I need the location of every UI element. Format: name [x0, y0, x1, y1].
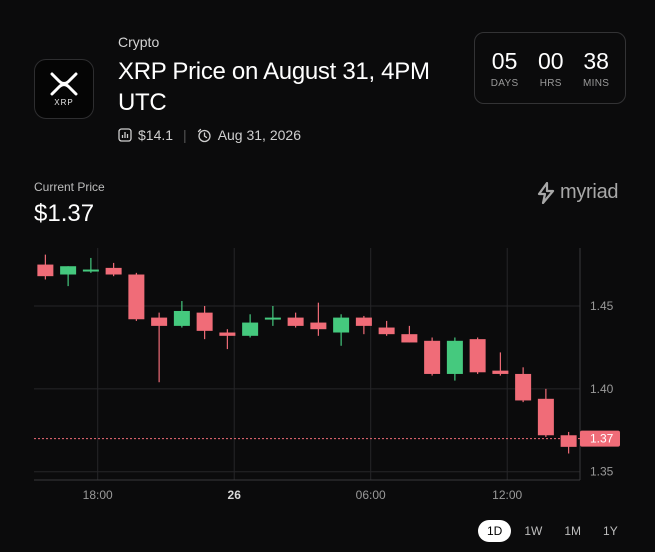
- countdown-days-label: DAYS: [490, 77, 519, 89]
- countdown-mins: 38 MINS: [583, 48, 609, 89]
- candle-body: [537, 398, 554, 436]
- candle-body: [469, 339, 486, 373]
- countdown-mins-value: 38: [583, 47, 609, 74]
- range-1y-button[interactable]: 1Y: [603, 524, 618, 538]
- xrp-logo: XRP: [34, 59, 94, 119]
- x-tick-label: 12:00: [492, 488, 522, 502]
- candle-body: [60, 266, 77, 275]
- price-chart[interactable]: 1.35 1.40 1.45 18:00 26 06:00 12:00 1.37: [0, 240, 655, 512]
- logo-text: XRP: [54, 97, 74, 107]
- market-meta: $14.1 | Aug 31, 2026: [118, 127, 301, 143]
- current-price-tag: [580, 430, 620, 447]
- candle-body: [82, 269, 99, 272]
- candle-body: [515, 373, 532, 401]
- candle-body: [378, 327, 395, 335]
- countdown-hours: 00 HRS: [538, 48, 564, 89]
- market-date: Aug 31, 2026: [217, 127, 301, 143]
- current-price-tag-label: 1.37: [590, 432, 614, 446]
- candle-body: [355, 317, 372, 326]
- candle-body: [219, 332, 236, 336]
- x-tick-label: 18:00: [83, 488, 113, 502]
- x-tick-label: 26: [228, 488, 242, 502]
- range-1d-button[interactable]: 1D: [478, 520, 512, 542]
- meta-divider: |: [183, 127, 187, 143]
- current-price-label: Current Price: [34, 180, 105, 194]
- candle-body: [151, 317, 168, 326]
- myriad-brand: myriad: [536, 181, 619, 204]
- x-tick-label: 06:00: [356, 488, 386, 502]
- current-price-value: $1.37: [34, 200, 95, 227]
- countdown-days-value: 05: [491, 47, 518, 74]
- candle-body: [492, 370, 509, 374]
- countdown-timer: 05 DAYS 00 HRS 38 MINS: [474, 32, 626, 104]
- candle-body: [446, 340, 463, 374]
- market-volume: $14.1: [138, 127, 174, 143]
- clock-icon: [197, 128, 211, 142]
- candle-body: [424, 340, 441, 374]
- range-1w-button[interactable]: 1W: [524, 524, 543, 538]
- countdown-days: 05 DAYS: [491, 48, 519, 89]
- countdown-hours-value: 00: [537, 47, 564, 74]
- volume-icon: [118, 128, 132, 142]
- countdown-mins-label: MINS: [583, 77, 610, 89]
- xrp-logo-icon: [50, 72, 78, 95]
- myriad-logo-icon: [537, 181, 555, 204]
- candle-body: [37, 264, 54, 277]
- candle-body: [242, 322, 259, 336]
- range-1m-button[interactable]: 1M: [564, 524, 582, 538]
- candle-body: [333, 317, 350, 333]
- y-tick-label: 1.45: [590, 299, 614, 313]
- brand-name: myriad: [560, 181, 619, 203]
- y-tick-label: 1.40: [590, 382, 614, 396]
- countdown-hours-label: HRS: [539, 77, 562, 89]
- y-tick-label: 1.35: [590, 465, 614, 479]
- market-title: XRP Price on August 31, 4PM UTC: [118, 58, 430, 116]
- candle-body: [128, 274, 145, 320]
- candle-body: [287, 317, 304, 326]
- market-category[interactable]: Crypto: [118, 34, 160, 50]
- candle-body: [173, 310, 190, 326]
- candle-body: [264, 317, 281, 320]
- candle-body: [401, 334, 418, 343]
- candle-body: [310, 322, 327, 330]
- candle-body: [196, 312, 213, 331]
- range-selector: 1D 1W 1M 1Y: [478, 520, 627, 542]
- candle-body: [105, 267, 122, 275]
- candle-body: [560, 435, 577, 447]
